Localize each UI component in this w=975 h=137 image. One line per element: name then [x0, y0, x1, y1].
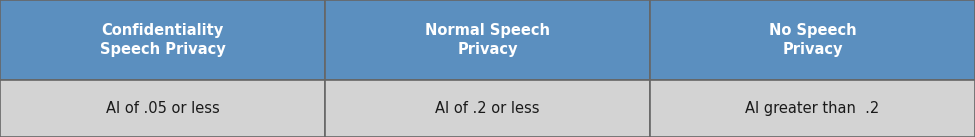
Text: AI of .2 or less: AI of .2 or less: [435, 101, 540, 116]
Text: AI greater than  .2: AI greater than .2: [745, 101, 879, 116]
Text: No Speech
Privacy: No Speech Privacy: [768, 23, 856, 58]
Text: Normal Speech
Privacy: Normal Speech Privacy: [425, 23, 550, 58]
Bar: [0, 0, 325, 80]
Text: Confidentiality
Speech Privacy: Confidentiality Speech Privacy: [99, 23, 225, 58]
Bar: [325, 80, 650, 137]
Bar: [0, 80, 325, 137]
Text: AI of .05 or less: AI of .05 or less: [105, 101, 219, 116]
Bar: [650, 80, 975, 137]
Bar: [650, 0, 975, 80]
Bar: [325, 0, 650, 80]
